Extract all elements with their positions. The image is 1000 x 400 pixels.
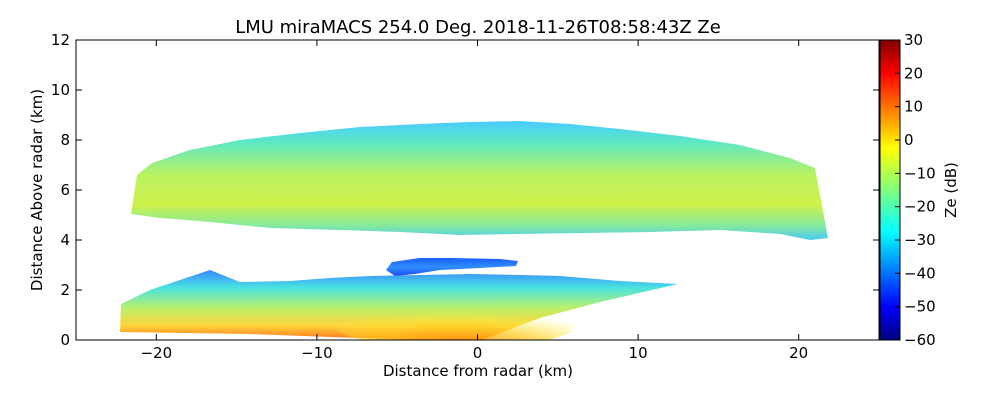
near-surface-core	[335, 304, 575, 340]
colorbar-tick-label: 30	[904, 31, 923, 49]
chart-title: LMU miraMACS 254.0 Deg. 2018-11-26T08:58…	[235, 17, 721, 38]
y-tick-label: 2	[60, 281, 70, 299]
reflectivity-field	[120, 121, 828, 340]
colorbar-label: Ze (dB)	[942, 162, 960, 218]
colorbar	[879, 39, 901, 341]
x-axis: −20 −10 0 10 20	[140, 40, 808, 362]
upper-cloud-layer	[131, 121, 828, 240]
colorbar-tick-label: −30	[904, 231, 936, 249]
y-tick-label: 0	[60, 331, 70, 349]
lower-precipitation	[120, 270, 678, 340]
colorbar-ticks: 30 20 10 0 −10 −20 −30 −40 −50 −60	[895, 31, 936, 349]
x-tick-label: 0	[473, 344, 483, 362]
mid-level-band	[386, 258, 518, 276]
y-axis: 0 2 4 6 8 10 12	[51, 31, 879, 349]
x-axis-label: Distance from radar (km)	[383, 362, 573, 380]
y-axis-label: Distance Above radar (km)	[28, 89, 46, 291]
y-tick-label: 12	[51, 31, 70, 49]
y-tick-label: 4	[60, 231, 70, 249]
y-tick-label: 10	[51, 81, 70, 99]
colorbar-tick-label: 0	[904, 131, 914, 149]
colorbar-tick-label: −60	[904, 331, 936, 349]
y-tick-label: 8	[60, 131, 70, 149]
x-tick-label: 20	[789, 344, 808, 362]
colorbar-tick-label: −40	[904, 264, 936, 282]
x-tick-label: −10	[301, 344, 333, 362]
colorbar-tick-label: 10	[904, 98, 923, 116]
colorbar-tick-label: −10	[904, 164, 936, 182]
colorbar-tick-label: 20	[904, 64, 923, 82]
colorbar-tick-label: −20	[904, 198, 936, 216]
x-tick-label: 10	[629, 344, 648, 362]
x-tick-label: −20	[140, 344, 172, 362]
colorbar-tick-label: −50	[904, 298, 936, 316]
y-tick-label: 6	[60, 181, 70, 199]
